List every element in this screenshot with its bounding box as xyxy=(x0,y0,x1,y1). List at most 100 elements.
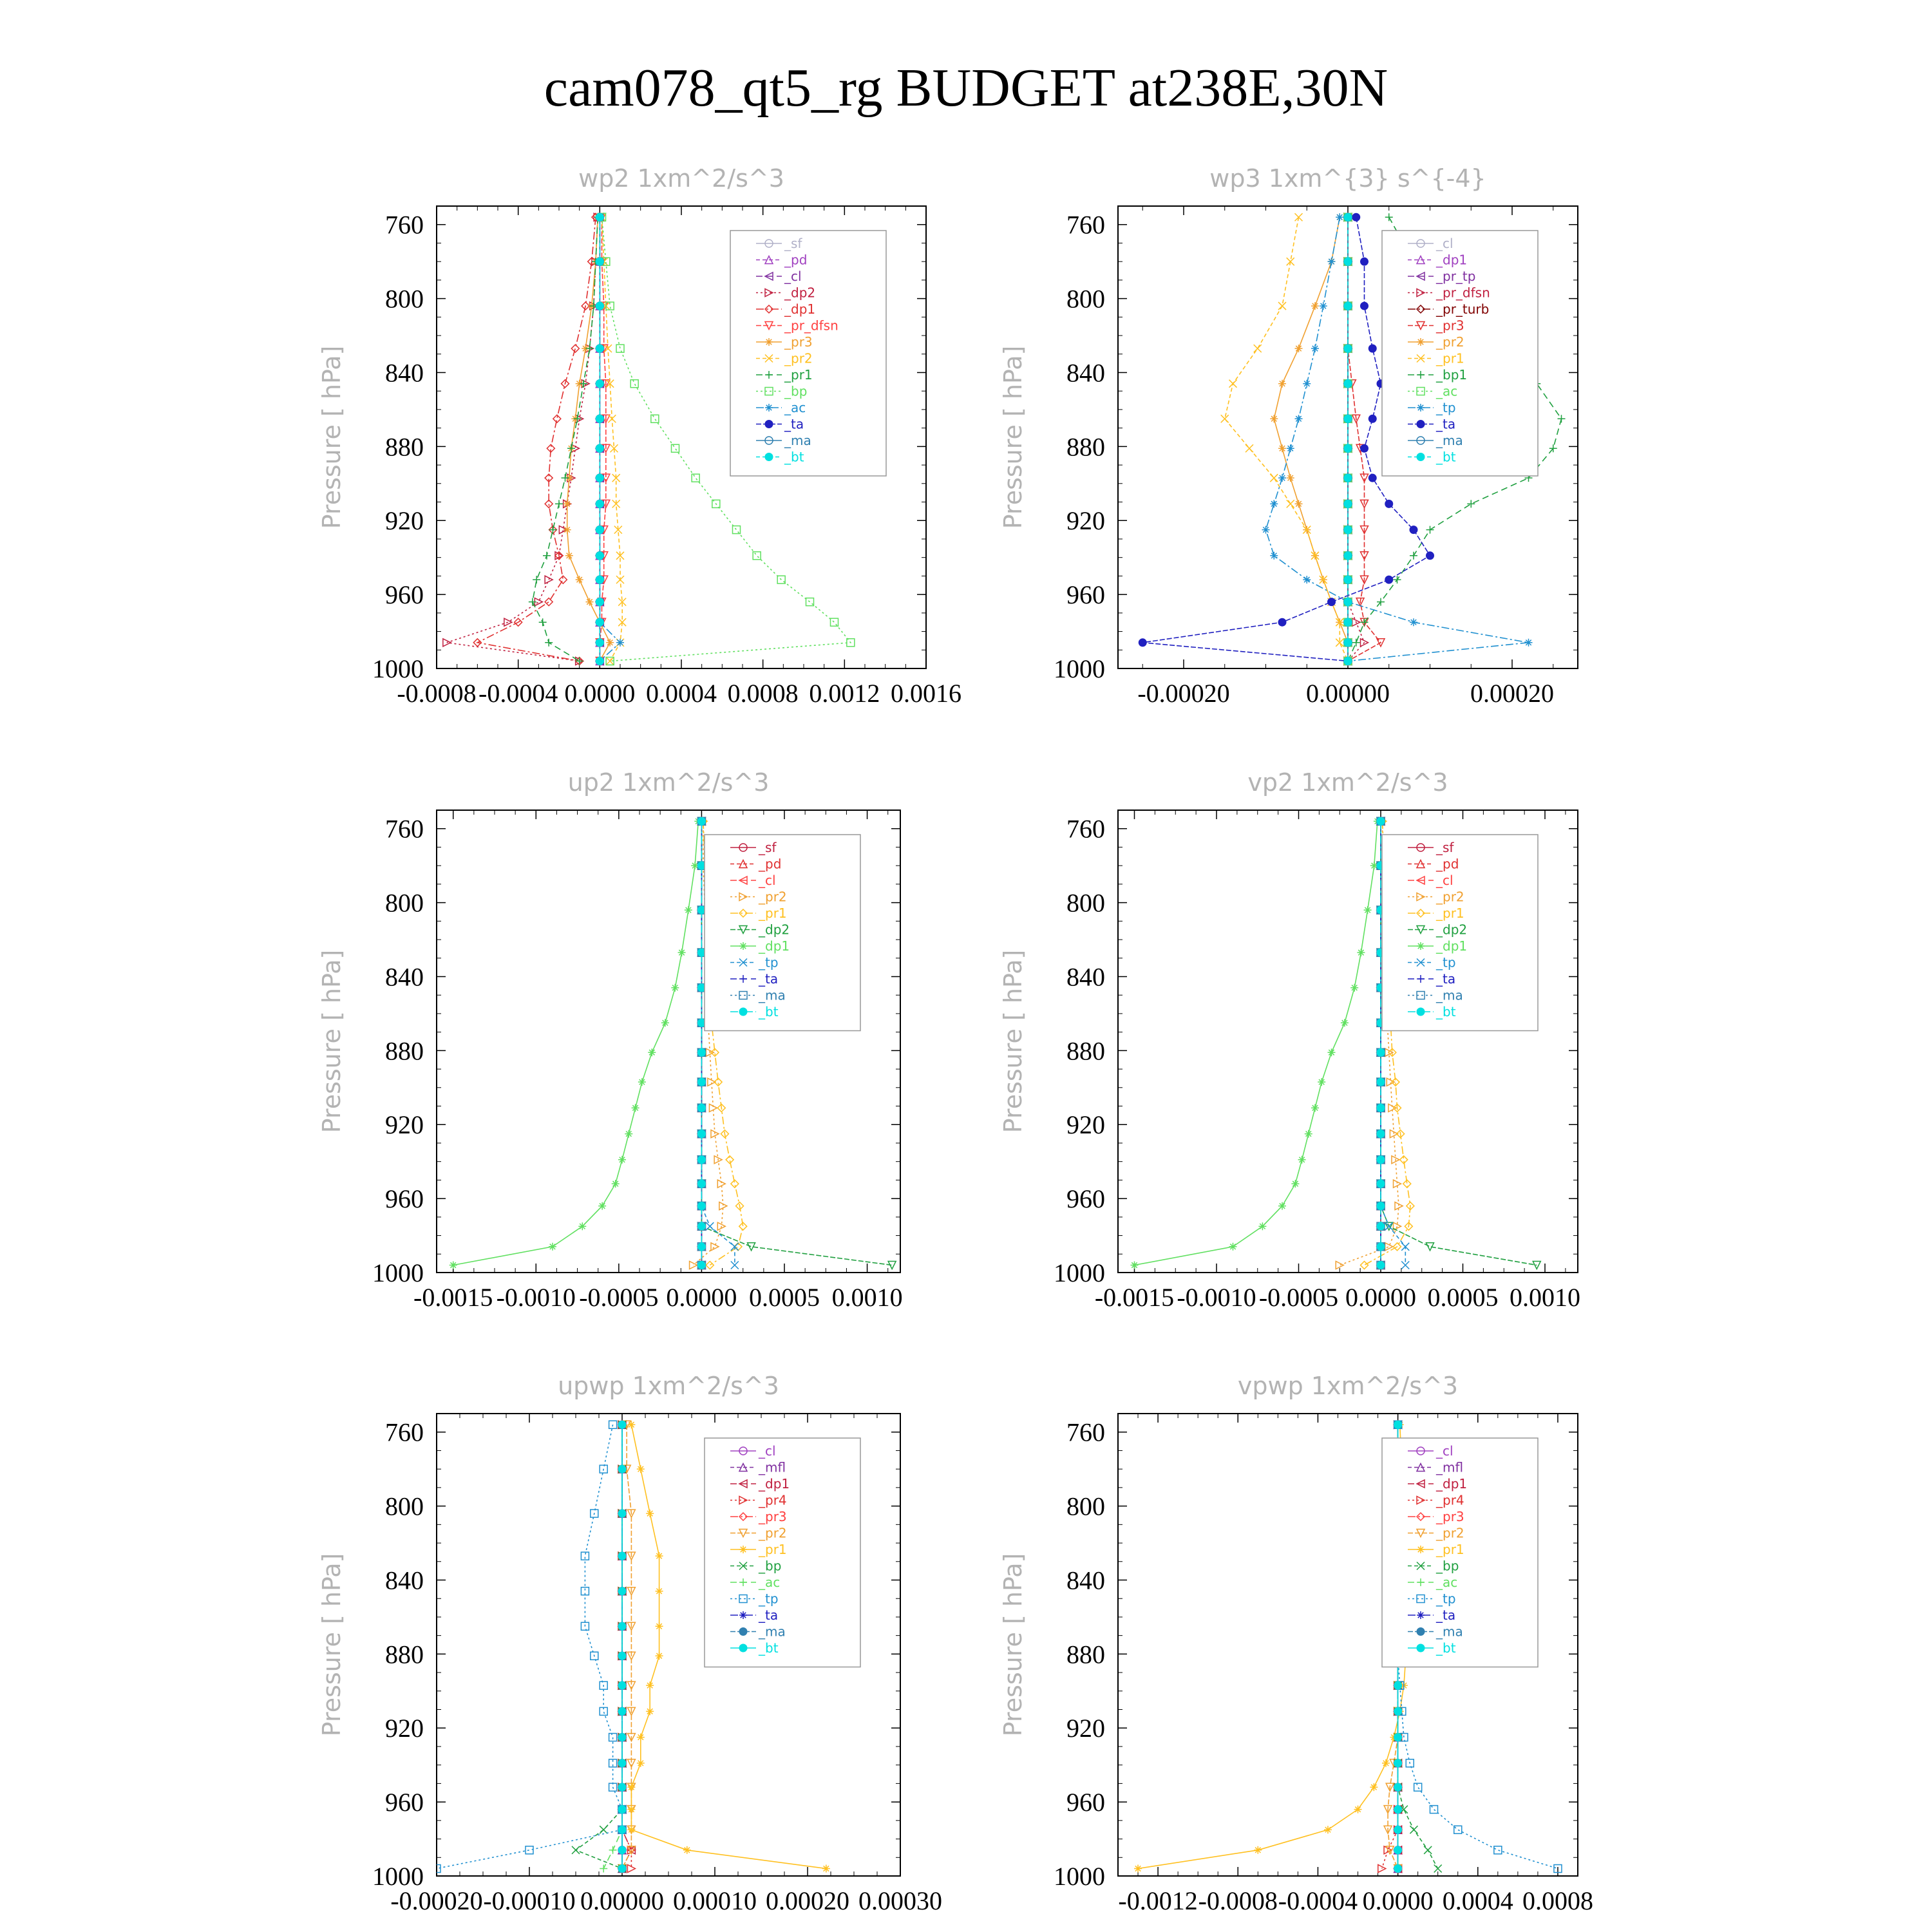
data-point xyxy=(578,1222,587,1231)
series-bp xyxy=(597,213,855,666)
data-point xyxy=(1327,598,1336,607)
x-tick-label: -0.0004 xyxy=(478,679,558,708)
data-point xyxy=(1343,379,1352,388)
legend-item-pr2: _pr2 xyxy=(1408,1526,1464,1541)
legend-label: _tp xyxy=(758,1591,779,1607)
x-tick-label: -0.0015 xyxy=(413,1283,493,1312)
legend-marker xyxy=(739,1627,748,1636)
data-point xyxy=(1258,1222,1267,1231)
legend-box xyxy=(1381,834,1539,1032)
x-tick-label: 0.0000 xyxy=(1345,1283,1416,1312)
data-point xyxy=(573,415,582,423)
x-tick-label: 0.0004 xyxy=(646,679,717,708)
data-point xyxy=(671,983,679,992)
legend-label: _pr3 xyxy=(1435,318,1464,334)
x-tick-label: 0.0000 xyxy=(666,1283,737,1312)
chart-svg-vpwp: vpwp 1xm^2/s^3 Pressure [ hPa] 760 800 840 88… xyxy=(999,1372,1593,1915)
legend-label: _ma xyxy=(1435,433,1463,448)
y-tick-label: 960 xyxy=(385,1184,424,1213)
y-tick-label: 920 xyxy=(1066,1110,1105,1139)
data-point xyxy=(580,1586,590,1596)
x-tick-label: 0.00020 xyxy=(766,1886,849,1915)
y-tick-label: 760 xyxy=(1066,1418,1105,1447)
data-point xyxy=(618,1622,627,1631)
data-point xyxy=(627,1732,636,1743)
x-tick-label: 0.00020 xyxy=(1470,679,1554,708)
data-point xyxy=(1343,301,1352,310)
legend-label: _pr1 xyxy=(758,905,787,921)
legend-marker xyxy=(738,908,748,918)
data-point xyxy=(1399,1805,1408,1814)
data-point xyxy=(1359,551,1369,561)
legend-label: _ac xyxy=(1435,1575,1457,1590)
legend-item-cl: _cl xyxy=(1408,1443,1454,1459)
legend-label: _bp1 xyxy=(1435,367,1467,383)
data-point xyxy=(555,500,563,508)
y-axis-label: Pressure [ hPa] xyxy=(317,950,346,1133)
legend-marker xyxy=(764,288,774,298)
chart-panel-wp3: wp3 1xm^{3} s^{-4} Pressure [ hPa] 760 800 8… xyxy=(999,155,1597,720)
x-tick-label: 0.0000 xyxy=(1363,1886,1434,1915)
legend-marker xyxy=(739,892,748,902)
data-point xyxy=(1220,414,1229,423)
legend-label: _dp1 xyxy=(1435,938,1467,954)
data-point xyxy=(599,1681,608,1690)
x-tick-label: -0.00020 xyxy=(390,1886,482,1915)
legend-marker xyxy=(1416,892,1426,902)
legend-item-ta: _ta xyxy=(1408,971,1455,987)
legend-marker xyxy=(1416,1594,1425,1604)
data-point xyxy=(1130,1261,1139,1269)
y-tick-label: 1000 xyxy=(372,1862,424,1891)
data-point xyxy=(1385,1846,1395,1855)
legend-marker xyxy=(1416,1561,1425,1571)
legend-marker xyxy=(1416,990,1425,1000)
data-point xyxy=(1409,1825,1418,1834)
legend-marker xyxy=(1416,1479,1425,1489)
legend-item-pr3: _pr3 xyxy=(756,334,813,350)
legend-label: _tp xyxy=(1435,1591,1456,1607)
data-point xyxy=(605,379,614,388)
legend-item-pr1: _pr1 xyxy=(1408,1542,1464,1557)
legend-marker xyxy=(738,875,748,886)
legend-item-ta: _ta xyxy=(730,1607,778,1623)
legend-marker xyxy=(1417,404,1425,412)
legend-marker xyxy=(1416,1627,1425,1636)
data-point xyxy=(1376,1242,1385,1251)
data-point xyxy=(1392,1242,1402,1251)
data-point xyxy=(1343,444,1352,453)
legend-marker xyxy=(739,1594,748,1604)
data-point xyxy=(655,1652,663,1660)
legend-item-pr4: _pr4 xyxy=(730,1493,787,1508)
data-point xyxy=(1376,1103,1385,1112)
legend-item-ac: _ac xyxy=(756,400,806,415)
legend-item-dp2: _dp2 xyxy=(730,922,790,938)
data-point xyxy=(710,1129,720,1139)
data-point xyxy=(1343,344,1352,353)
y-tick-label: 960 xyxy=(1066,1184,1105,1213)
legend-item-tp: _tp xyxy=(730,1591,779,1607)
data-point xyxy=(627,1551,636,1561)
data-point xyxy=(580,379,587,388)
data-point xyxy=(554,551,564,560)
data-point xyxy=(627,1707,636,1717)
legend-marker xyxy=(764,420,773,428)
legend-item-ma: _ma xyxy=(730,988,786,1003)
data-point xyxy=(1298,1155,1306,1164)
data-point xyxy=(627,1845,637,1855)
legend-item-dp1: _dp1 xyxy=(730,938,790,954)
legend-label: _ta xyxy=(758,1607,778,1623)
data-point xyxy=(595,638,604,647)
legend-item-pd: _pd xyxy=(730,857,781,872)
legend-marker xyxy=(1416,254,1426,265)
data-point xyxy=(822,1864,830,1873)
data-point xyxy=(777,575,786,584)
data-point xyxy=(691,862,699,870)
data-point xyxy=(1254,1846,1262,1854)
legend: _cl_dp1_pr_tp_pr_dfsn_pr_turb_pr3_pr2_pr… xyxy=(1381,230,1539,477)
data-point xyxy=(1553,1864,1562,1873)
series-bt xyxy=(1343,213,1352,666)
data-point xyxy=(599,1825,608,1834)
legend-item-dp1: _dp1 xyxy=(730,1476,790,1492)
data-point xyxy=(1343,473,1352,482)
legend-marker xyxy=(1416,908,1426,918)
